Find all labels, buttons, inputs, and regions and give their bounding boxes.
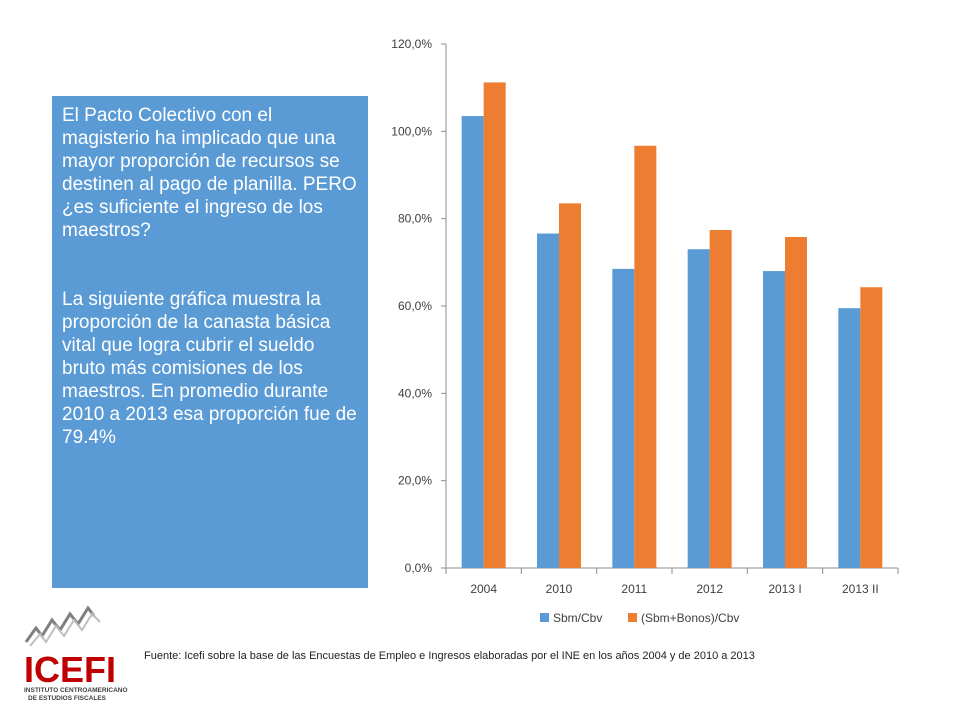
y-tick-label: 0,0% (405, 561, 433, 575)
bar-sbm-cbv (461, 116, 484, 569)
bar-sbm-bonos-cbv (483, 82, 506, 568)
bar-sbm-cbv (838, 308, 861, 568)
x-tick-label: 2013 I (768, 582, 801, 596)
y-tick-label: 100,0% (391, 124, 432, 138)
logo-zigzag-shadow-icon (29, 612, 101, 647)
bar-sbm-bonos-cbv (709, 230, 732, 568)
y-tick-label: 60,0% (398, 299, 432, 313)
legend-swatch (540, 613, 549, 622)
bar-sbm-bonos-cbv (634, 145, 657, 568)
y-tick-label: 80,0% (398, 212, 432, 226)
y-tick-label: 40,0% (398, 386, 432, 400)
bar-sbm-cbv (612, 268, 635, 568)
bar-sbm-cbv (687, 249, 710, 568)
bar-chart: 0,0% 20,0% 40,0% 60,0% 80,0% 100,0% 120,0% 2004… (391, 37, 899, 625)
x-tick-label: 2012 (696, 582, 723, 596)
logo-zigzag-icon (24, 605, 96, 643)
logo-wordmark: ICEFI (24, 649, 116, 690)
description-paragraph-1: El Pacto Colectivo con el magisterio ha … (62, 105, 357, 241)
bar-sbm-cbv (537, 233, 559, 568)
logo-subtitle-1: INSTITUTO CENTROAMERICANO (24, 687, 128, 694)
legend-label: Sbm/Cbv (553, 611, 602, 625)
y-tick-label: 20,0% (398, 474, 432, 488)
legend-label: (Sbm+Bonos)/Cbv (641, 611, 739, 625)
source-note: Fuente: Icefi sobre la base de las Encue… (144, 650, 755, 662)
y-tick-label: 120,0% (391, 37, 432, 51)
bar-sbm-bonos-cbv (785, 237, 807, 569)
x-tick-label: 2011 (621, 582, 647, 596)
description-paragraph-2: La siguiente gráfica muestra la proporci… (62, 289, 357, 448)
x-tick-label: 2004 (470, 582, 497, 596)
x-tick-label: 2010 (546, 582, 573, 596)
bar-sbm-bonos-cbv (559, 203, 581, 568)
x-tick-label: 2013 II (842, 582, 879, 596)
bar-sbm-cbv (763, 271, 785, 568)
legend-swatch (628, 613, 637, 622)
description-panel: El Pacto Colectivo con el magisterio ha … (52, 96, 368, 588)
bar-sbm-bonos-cbv (860, 287, 883, 568)
logo-subtitle-2: DE ESTUDIOS FISCALES (28, 695, 107, 702)
icefi-logo: ICEFI INSTITUTO CENTROAMERICANO DE ESTUD… (24, 605, 128, 702)
